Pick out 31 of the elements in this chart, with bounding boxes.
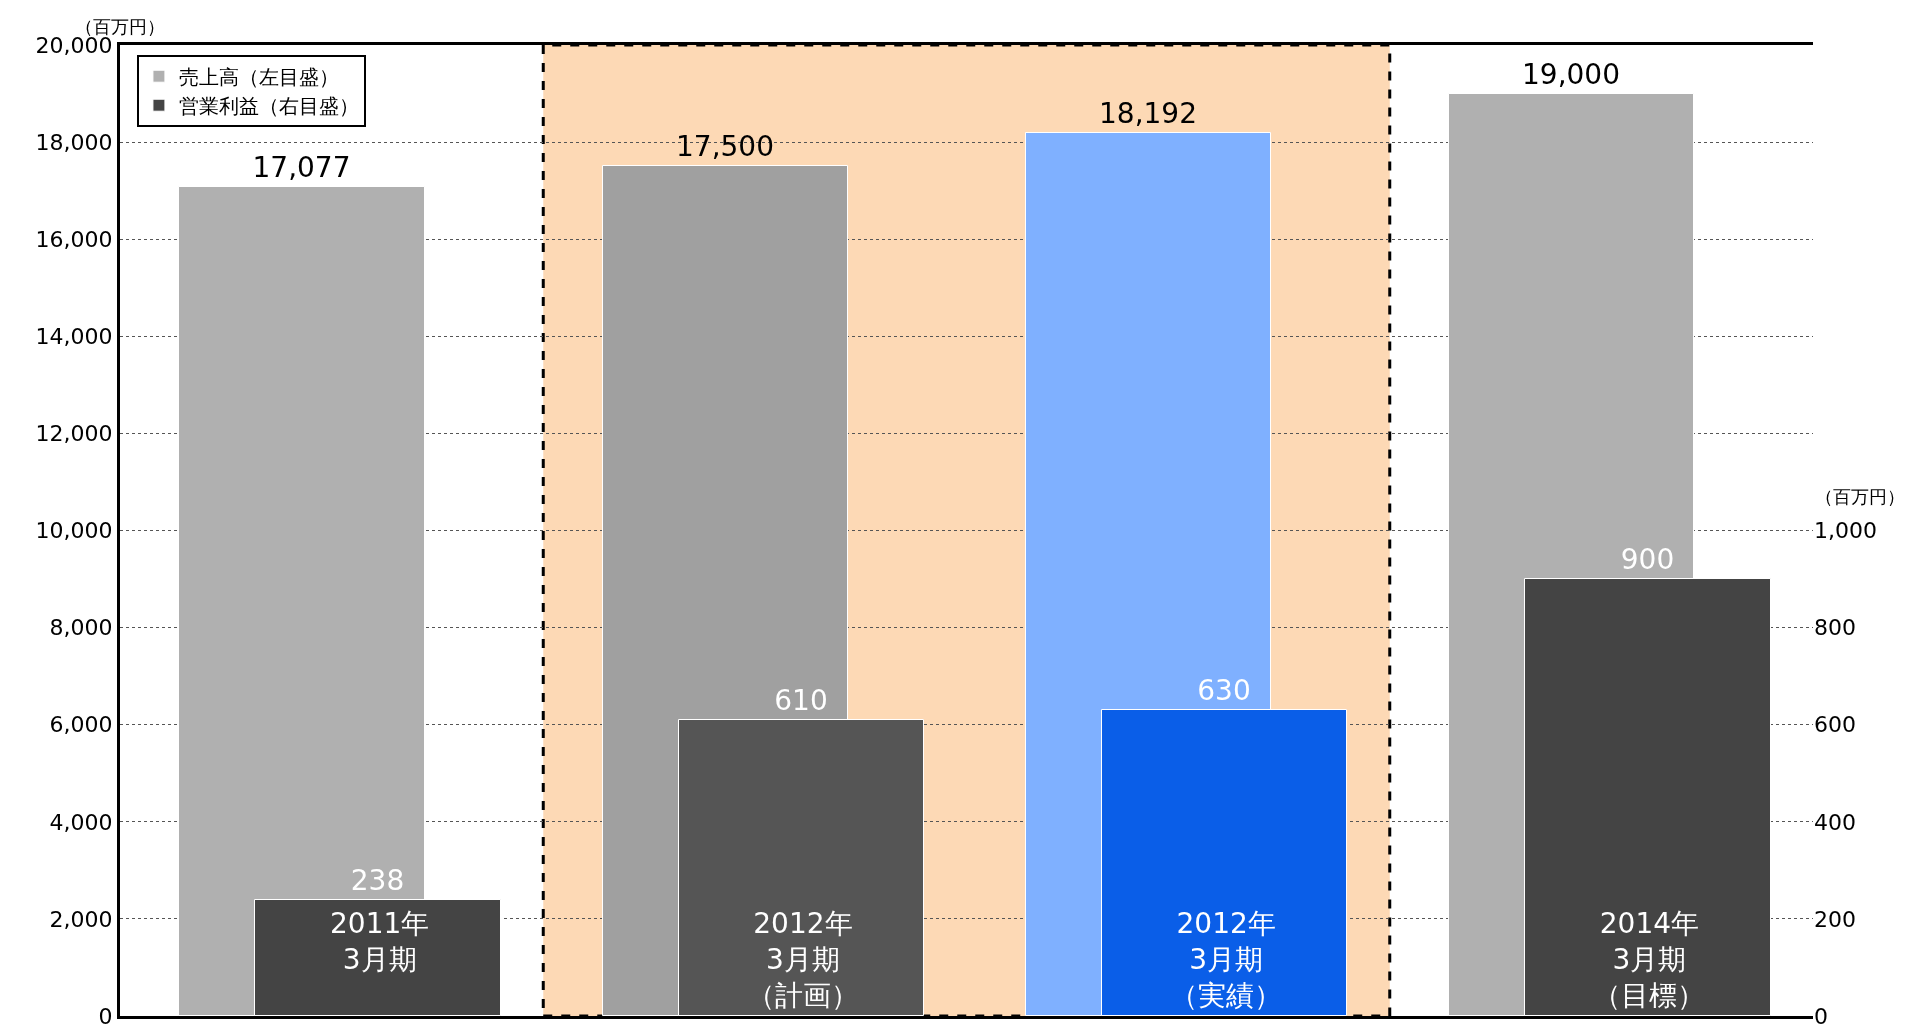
y-tick-label: 18,000 bbox=[35, 129, 113, 155]
data-label: 17,500 bbox=[676, 129, 774, 163]
y-tick-label: 2,000 bbox=[49, 906, 113, 932]
y-tick-label: 14,000 bbox=[35, 324, 113, 349]
data-label: 19,000 bbox=[1522, 57, 1620, 91]
x-tick-label: 2011年3月期 bbox=[330, 906, 430, 976]
legend-label: 売上高（左目盛） bbox=[178, 65, 339, 90]
legend-label: 営業利益（右目盛） bbox=[178, 94, 359, 119]
y-tick-label: 8,000 bbox=[49, 615, 113, 641]
y2-tick-label: 0 bbox=[1814, 1003, 1828, 1029]
y2-axis-title: （百万円） bbox=[1815, 486, 1905, 507]
data-label: 17,077 bbox=[252, 150, 351, 184]
data-label: 238 bbox=[350, 863, 405, 897]
data-label: 630 bbox=[1197, 673, 1251, 707]
data-label: 610 bbox=[774, 683, 828, 717]
x-tick-label: 2014年3月期（目標） bbox=[1593, 906, 1706, 1013]
y-tick-label: 10,000 bbox=[35, 518, 113, 544]
y-tick-label: 4,000 bbox=[49, 809, 113, 835]
y-tick-label: 0 bbox=[98, 1003, 113, 1029]
data-label: 18,192 bbox=[1099, 96, 1197, 130]
y2-tick-label: 800 bbox=[1814, 615, 1856, 641]
y-tick-label: 6,000 bbox=[49, 712, 113, 738]
y2-tick-label: 200 bbox=[1814, 906, 1856, 932]
y2-tick-label: 1,000 bbox=[1814, 518, 1877, 544]
x-tick-label: 2012年3月期（実績） bbox=[1170, 906, 1283, 1013]
data-label: 900 bbox=[1620, 542, 1675, 576]
y2-tick-label: 600 bbox=[1814, 712, 1856, 738]
y2-tick-label: 400 bbox=[1814, 809, 1856, 835]
y-tick-label: 16,000 bbox=[35, 226, 113, 252]
y-tick-label: 12,000 bbox=[35, 421, 113, 447]
x-tick-label: 2012年3月期（計画） bbox=[746, 906, 859, 1013]
